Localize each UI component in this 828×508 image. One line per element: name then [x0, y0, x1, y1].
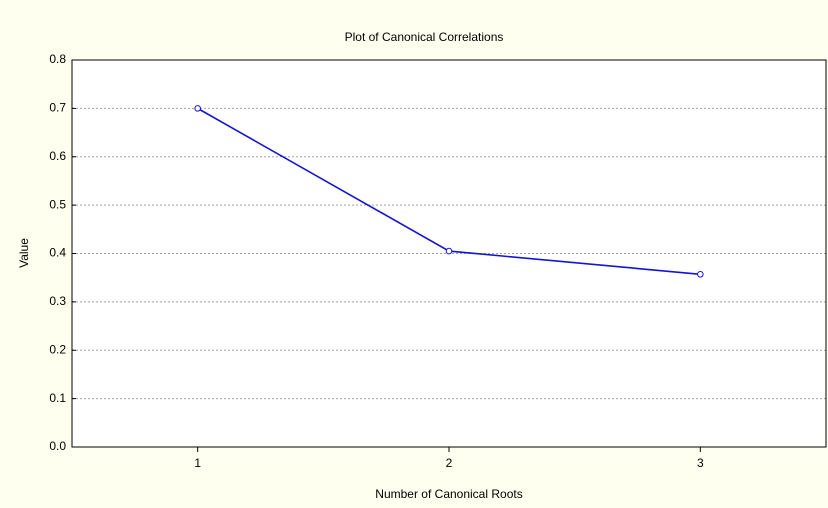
plot-border [71, 59, 827, 448]
y-tick-label: 0.0 [49, 439, 66, 453]
marker [194, 105, 201, 112]
marker [697, 271, 704, 278]
y-tick-label: 0.7 [49, 101, 66, 115]
marker [445, 247, 453, 255]
x-tick-label: 1 [194, 456, 201, 470]
y-tick-label: 0.3 [49, 294, 66, 308]
x-tick-label: 3 [697, 456, 704, 470]
chart-title: Plot of Canonical Correlations [345, 30, 504, 44]
y-tick-label: 0.4 [49, 246, 66, 260]
x-tick-label: 2 [446, 456, 453, 470]
y-tick-label: 0.2 [49, 342, 66, 356]
y-tick-label: 0.5 [49, 197, 66, 211]
y-tick-label: 0.8 [49, 52, 66, 66]
y-tick-label: 0.1 [49, 391, 66, 405]
x-axis-label: Number of Canonical Roots [375, 487, 522, 501]
y-tick-label: 0.6 [49, 149, 66, 163]
y-axis-label: Value [17, 238, 31, 268]
